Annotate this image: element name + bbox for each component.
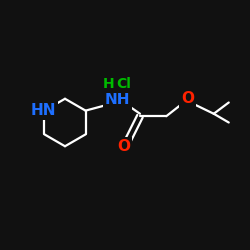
Text: O: O [117, 139, 130, 154]
Text: O: O [181, 91, 194, 106]
Text: HN: HN [30, 103, 56, 118]
Text: Cl: Cl [116, 77, 131, 91]
Text: NH: NH [105, 92, 130, 108]
Text: H: H [103, 77, 115, 91]
